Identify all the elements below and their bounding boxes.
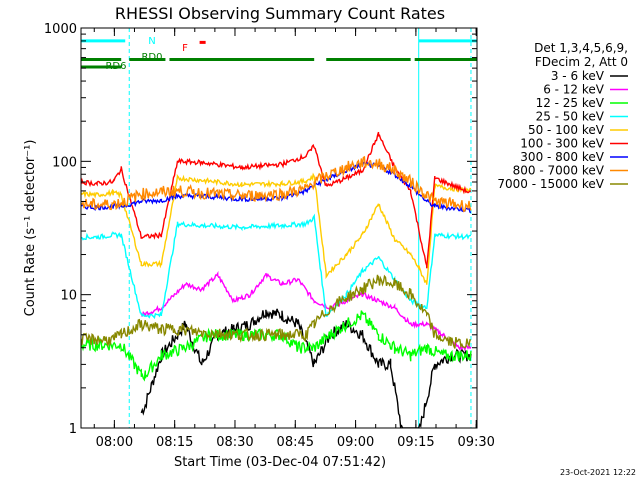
y-axis: 1 10 100 1000 — [44, 22, 477, 437]
x-tick-label-1: 08:15 — [156, 435, 193, 450]
legend-label-7: 800 - 7000 keV — [513, 164, 605, 178]
state-bar-label-2: RD0 — [141, 52, 162, 63]
legend-label-8: 7000 - 15000 keV — [497, 177, 604, 191]
x-tick-label-3: 08:45 — [277, 435, 314, 450]
y-axis-title: Count Rate (s⁻¹ detector⁻¹) — [23, 140, 38, 317]
x-tick-label-5: 09:15 — [397, 435, 434, 450]
legend-label-2: 12 - 25 keV — [536, 96, 605, 110]
series-line-8 — [81, 274, 472, 349]
y-tick-label-3: 1000 — [44, 22, 77, 37]
legend: Det 1,3,4,5,6,9, FDecim 2, Att 0 3 - 6 k… — [497, 41, 628, 191]
series-line-5 — [81, 131, 472, 269]
footer-timestamp: 23-Oct-2021 12:22 — [560, 468, 636, 477]
x-axis-title: Start Time (03-Dec-04 07:51:42) — [174, 455, 386, 470]
x-tick-label-2: 08:30 — [216, 435, 253, 450]
legend-header-line-1: Det 1,3,4,5,6,9, — [534, 41, 628, 55]
plot-area: N F RD0 RD6 — [80, 27, 478, 429]
legend-label-0: 3 - 6 keV — [551, 69, 605, 83]
x-tick-label-0: 08:00 — [96, 435, 133, 450]
chart-title: RHESSI Observing Summary Count Rates — [115, 4, 445, 23]
state-bar-label-1: F — [182, 43, 188, 54]
y-tick-label-0: 1 — [69, 422, 77, 437]
series-line-3 — [81, 213, 471, 320]
y-tick-label-1: 10 — [60, 289, 77, 304]
legend-label-1: 6 - 12 keV — [543, 83, 605, 97]
state-bar-label-3: RD6 — [105, 61, 126, 72]
plot-frame — [80, 27, 478, 429]
legend-label-4: 50 - 100 keV — [528, 123, 605, 137]
legend-header-line-2: FDecim 2, Att 0 — [535, 55, 628, 69]
legend-label-6: 300 - 800 keV — [520, 150, 604, 164]
x-tick-label-6: 09:30 — [457, 435, 494, 450]
y-tick-label-2: 100 — [52, 155, 77, 170]
legend-label-5: 100 - 300 keV — [520, 137, 604, 151]
series-line-7 — [81, 155, 472, 213]
state-bar-label-0: N — [148, 36, 155, 47]
series-line-1 — [141, 270, 472, 352]
x-tick-label-4: 09:00 — [337, 435, 374, 450]
legend-label-3: 25 - 50 keV — [536, 110, 605, 124]
plot-clip-group — [81, 28, 472, 428]
series-line-4 — [81, 172, 472, 285]
x-axis: 08:00 08:15 08:30 08:45 09:00 09:15 09:30 — [93, 28, 495, 450]
